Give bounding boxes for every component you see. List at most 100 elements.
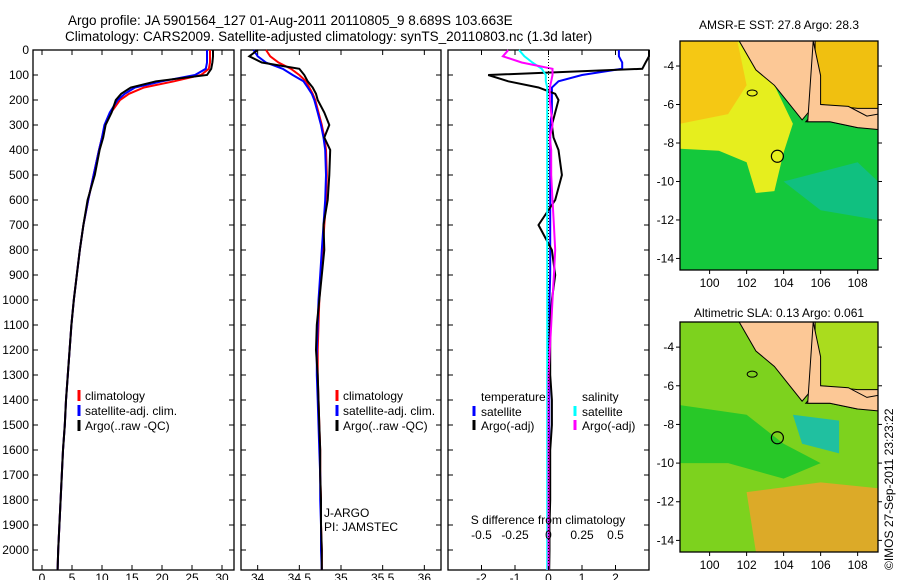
- y-tick-label: 600: [9, 193, 29, 207]
- x-tick-label: 35: [334, 571, 348, 580]
- lat-tick-label: -8: [663, 417, 674, 431]
- y-tick-label: 200: [9, 93, 29, 107]
- y-tick-label: 1000: [2, 293, 29, 307]
- lon-tick-label: 102: [737, 276, 757, 290]
- argo-float-marker: [770, 431, 784, 445]
- y-tick-label: 500: [9, 168, 29, 182]
- plot-frame: [240, 49, 442, 571]
- x-tick-label: 25: [185, 571, 199, 580]
- difference-panel: -2-1012T difference from climatologyS di…: [447, 49, 650, 580]
- x-tick-label: 2: [612, 571, 619, 580]
- sla-high-area: [746, 482, 878, 552]
- lat-tick-label: -12: [657, 213, 675, 227]
- series-satellite-adj-clim-: [56, 50, 208, 571]
- lat-tick-label: -8: [663, 136, 674, 150]
- temperature-panel: 0 5 10 15 20 25 300100200300400500600700800900…: [2, 43, 235, 580]
- lon-tick-label: 108: [848, 276, 868, 290]
- series-salinity-argo-adj-: [501, 49, 557, 570]
- credit-text: ©IMOS 27-Sep-2011 23:23:22: [882, 408, 896, 570]
- x2-tick-label: 0.5: [607, 528, 624, 542]
- y-tick-label: 1300: [2, 368, 29, 382]
- lat-tick-label: -14: [657, 533, 675, 547]
- y-tick-label: 1700: [2, 468, 29, 482]
- map-title: AMSR-E SST: 27.8 Argo: 28.3: [699, 18, 859, 32]
- land-west-java: [807, 41, 878, 131]
- y-tick-label: 1800: [2, 493, 29, 507]
- lat-tick-label: -14: [657, 251, 675, 265]
- x-tick-label: 0: [39, 571, 46, 580]
- salinity-panel: 3434.53535.536salinityclimatologysatelli…: [240, 49, 442, 580]
- y-tick-label: 1400: [2, 393, 29, 407]
- y-tick-label: 900: [9, 268, 29, 282]
- sla-java-sea: [805, 322, 878, 406]
- legend-label: climatology: [85, 389, 145, 403]
- sla-cool-area: [792, 414, 840, 454]
- lon-tick-label: 104: [774, 276, 794, 290]
- land-sumatra: [738, 41, 816, 121]
- map-frame: [679, 321, 879, 553]
- series-argo-raw-qc-: [56, 50, 214, 571]
- sst-hot-area: [680, 41, 747, 124]
- x-tick-label: 35.5: [371, 571, 395, 580]
- land-sumatra: [738, 322, 816, 402]
- sla-map: Altimetric SLA: 0.13 Argo: 0.061 100 102 10…: [657, 306, 882, 572]
- legend-title-salinity: salinity: [582, 390, 619, 404]
- series-argo-raw-qc-: [247, 49, 332, 570]
- legend-label: satellite-adj. clim.: [343, 404, 435, 418]
- lat-tick-label: -10: [657, 456, 675, 470]
- series-temperature-argo-adj-: [487, 50, 650, 571]
- lon-tick-label: 100: [700, 276, 720, 290]
- series-climatology: [56, 50, 211, 571]
- x2-tick-label: 0: [545, 528, 552, 542]
- series-temperature-satellite: [547, 50, 624, 570]
- y-tick-label: 0: [22, 43, 29, 57]
- sst-cool-area: [783, 162, 878, 220]
- x-tick-label: 34: [251, 571, 265, 580]
- y-tick-label: 1100: [3, 318, 29, 332]
- x2-tick-label: 0.25: [570, 528, 594, 542]
- x-tick-label: 36: [418, 571, 432, 580]
- x-tick-label: 34.5: [288, 571, 312, 580]
- annotation-text: PI: JAMSTEC: [324, 520, 398, 534]
- x-tick-label: 0: [545, 571, 552, 580]
- x-tick-label: -1: [510, 571, 521, 580]
- x-tick-label: 30: [215, 571, 229, 580]
- argo-float-marker: [770, 149, 784, 163]
- lat-tick-label: -6: [663, 379, 674, 393]
- x-tick-label: 1: [579, 571, 586, 580]
- y-tick-label: 1500: [2, 418, 29, 432]
- legend-label: satellite: [481, 405, 522, 419]
- lon-tick-label: 106: [811, 276, 831, 290]
- y-tick-label: 1600: [2, 443, 29, 457]
- lat-tick-label: -4: [663, 59, 674, 73]
- lon-tick-label: 104: [774, 558, 794, 572]
- y-tick-label: 100: [9, 68, 29, 82]
- lat-tick-label: -6: [663, 98, 674, 112]
- legend-label: satellite: [582, 405, 623, 419]
- y-tick-label: 1900: [2, 518, 29, 532]
- island-enggano: [746, 89, 758, 97]
- x-tick-label: 15: [125, 571, 139, 580]
- sst-map: AMSR-E SST: 27.8 Argo: 28.3 100 102 104 106 1…: [657, 18, 882, 290]
- title-line-1: Argo profile: JA 5901564_127 01-Aug-2011…: [68, 13, 513, 28]
- y-tick-label: 1200: [2, 343, 29, 357]
- lat-tick-label: -4: [663, 340, 674, 354]
- lon-tick-label: 100: [700, 558, 720, 572]
- legend-label: Argo(..raw -QC): [85, 419, 170, 433]
- land-west-java: [807, 322, 878, 412]
- island-enggano: [746, 370, 758, 378]
- title-line-2: Climatology: CARS2009. Satellite-adjuste…: [65, 29, 593, 44]
- x2-tick-label: -0.5: [471, 528, 492, 542]
- legend-label: climatology: [343, 389, 403, 403]
- x2-tick-label: -0.25: [501, 528, 529, 542]
- lon-tick-label: 108: [848, 558, 868, 572]
- y-tick-label: 700: [9, 218, 29, 232]
- series-salinity-satellite: [518, 49, 549, 570]
- legend-label: Argo(..raw -QC): [343, 419, 428, 433]
- lon-tick-label: 106: [811, 558, 831, 572]
- annotation-text: J-ARGO: [324, 506, 369, 520]
- x-tick-label: -2: [476, 571, 487, 580]
- y-tick-label: 2000: [2, 543, 29, 557]
- lat-tick-label: -12: [657, 495, 675, 509]
